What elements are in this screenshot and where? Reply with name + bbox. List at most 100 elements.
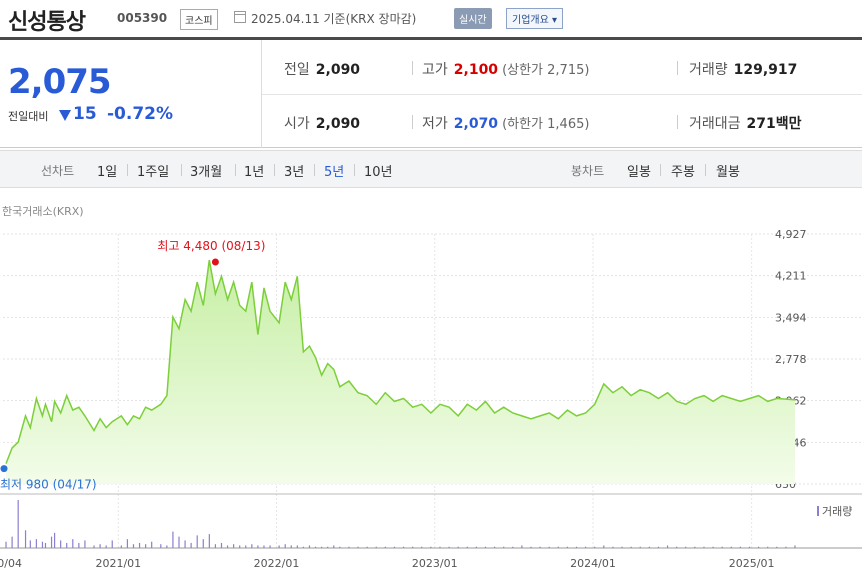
stat-amount: 거래대금 271백만 xyxy=(689,113,802,133)
stat-value: 2,100 xyxy=(453,62,499,78)
stat-value: 129,917 xyxy=(733,62,798,78)
volume-bar xyxy=(430,546,432,548)
compare-label: 전일대비 xyxy=(8,110,49,123)
volume-bar xyxy=(466,546,468,548)
realtime-button[interactable]: 실시간 xyxy=(454,8,492,29)
stat-value: 2,070 xyxy=(453,116,499,132)
row-divider xyxy=(262,94,862,95)
volume-bar xyxy=(439,546,441,548)
volume-bar xyxy=(41,541,44,548)
volume-bar xyxy=(184,540,186,548)
volume-bar xyxy=(35,539,37,548)
volume-bar xyxy=(767,546,769,548)
volume-bar xyxy=(694,546,696,548)
price-line xyxy=(5,259,796,464)
volume-bar xyxy=(24,530,27,548)
volume-bar xyxy=(138,542,141,548)
upper-limit: (상한가 2,715) xyxy=(502,63,590,78)
volume-bar xyxy=(208,534,210,548)
period-1w[interactable]: 1주일 xyxy=(137,165,170,180)
lower-limit: (하한가 1,465) xyxy=(502,117,590,132)
divider xyxy=(677,61,678,75)
y-tick-label: 2,778 xyxy=(775,353,807,366)
volume-bar xyxy=(44,542,47,548)
volume-bar xyxy=(284,544,286,548)
stock-name: 신성통상 xyxy=(8,10,86,35)
candle-monthly[interactable]: 월봉 xyxy=(716,165,740,180)
volume-legend-swatch xyxy=(817,506,819,516)
volume-bar xyxy=(327,546,329,548)
volume-bar xyxy=(566,546,569,548)
volume-bar xyxy=(72,539,74,548)
volume-bar xyxy=(503,546,505,548)
volume-bar xyxy=(530,546,532,548)
period-5y[interactable]: 5년 xyxy=(324,165,345,180)
volume-bar xyxy=(366,546,368,548)
company-overview-dropdown[interactable]: 기업개요 ▾ xyxy=(506,8,563,29)
volume-bar xyxy=(105,545,107,548)
volume-bar xyxy=(676,546,678,548)
volume-bar xyxy=(621,546,623,548)
volume-bar xyxy=(60,540,62,548)
volume-bar xyxy=(612,546,614,548)
volume-bar xyxy=(290,545,292,548)
divider xyxy=(660,164,661,176)
period-1y[interactable]: 1년 xyxy=(244,165,265,180)
volume-bar xyxy=(84,540,86,548)
stat-volume: 거래량 129,917 xyxy=(689,59,797,79)
volume-bar xyxy=(712,546,714,548)
volume-bar xyxy=(296,545,298,548)
stat-unit: 백만 xyxy=(775,116,802,132)
period-3m[interactable]: 3개월 xyxy=(190,165,223,180)
max-label: 최고 4,480 (08/13) xyxy=(157,239,265,253)
volume-bar xyxy=(639,546,641,548)
volume-bar xyxy=(5,541,7,548)
volume-bar xyxy=(178,536,180,548)
volume-bar xyxy=(357,546,359,548)
y-tick-label: 3,494 xyxy=(775,311,807,324)
stat-label: 고가 xyxy=(422,62,448,78)
period-3y[interactable]: 3년 xyxy=(284,165,305,180)
volume-bar xyxy=(66,542,68,548)
period-1d[interactable]: 1일 xyxy=(97,165,118,180)
volume-bar xyxy=(11,536,13,548)
candle-daily[interactable]: 일봉 xyxy=(627,165,651,180)
volume-bar xyxy=(557,546,559,548)
volume-bar xyxy=(190,542,192,548)
volume-bar xyxy=(93,545,95,548)
x-tick-label: 2020/04 xyxy=(0,557,22,570)
volume-bar xyxy=(648,546,650,548)
volume-bar xyxy=(739,546,741,548)
candle-weekly[interactable]: 주봉 xyxy=(671,165,695,180)
price-change: 15 xyxy=(73,104,97,124)
current-price-box: 2,075 전일대비 15 -0.72% xyxy=(0,40,262,148)
volume-bar xyxy=(448,546,450,548)
volume-legend-label: 거래량 xyxy=(822,505,852,518)
period-10y[interactable]: 10년 xyxy=(364,165,393,180)
x-tick-label: 2023/01 xyxy=(412,557,458,570)
volume-bar xyxy=(220,542,223,548)
divider xyxy=(314,164,315,176)
period-bar: 선차트 1일 1주일 3개월 1년 3년 5년 10년 봉차트 일봉 주봉 월봉 xyxy=(0,150,862,188)
volume-bar xyxy=(233,544,235,548)
volume-bar xyxy=(196,535,198,548)
stock-code: 005390 xyxy=(117,11,168,25)
price-area xyxy=(6,260,795,484)
as-of-date: 2025.04.11 기준(KRX 장마감) xyxy=(251,12,417,26)
stat-value: 271 xyxy=(746,116,776,132)
volume-bar xyxy=(539,546,541,548)
stat-value: 2,090 xyxy=(315,116,361,132)
volume-bar xyxy=(245,545,247,548)
volume-bar xyxy=(214,544,217,548)
volume-bar xyxy=(339,546,341,548)
x-tick-label: 2024/01 xyxy=(570,557,616,570)
y-tick-label: 4,211 xyxy=(775,270,807,283)
volume-bar xyxy=(333,545,335,548)
volume-bar xyxy=(585,546,587,548)
volume-bar xyxy=(666,545,669,548)
stat-prev-close: 전일 2,090 xyxy=(284,59,360,79)
market-badge: 코스피 xyxy=(180,9,218,30)
calendar-icon xyxy=(234,11,246,23)
stat-open: 시가 2,090 xyxy=(284,113,360,133)
stat-label: 거래량 xyxy=(689,62,728,78)
